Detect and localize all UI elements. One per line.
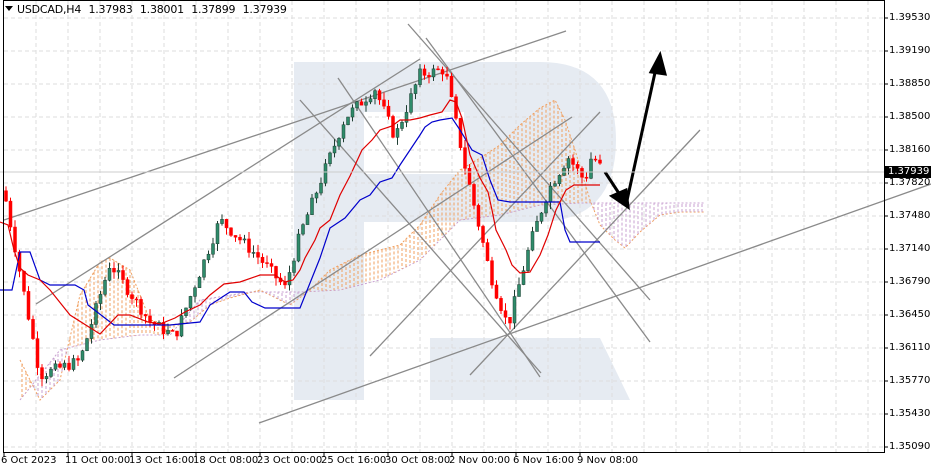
grid bbox=[4, 1, 884, 452]
price-label: 1.36450 bbox=[889, 309, 931, 320]
close-value: 1.37939 bbox=[242, 3, 287, 16]
tenkan-line bbox=[0, 99, 600, 335]
price-label: 1.37820 bbox=[889, 177, 931, 188]
price-label: 1.39190 bbox=[889, 45, 931, 56]
time-label: 6 Oct 2023 bbox=[1, 455, 57, 466]
current-price-tag: 1.37939 bbox=[885, 166, 931, 178]
triangle-down-icon[interactable] bbox=[5, 6, 13, 11]
price-label: 1.37140 bbox=[889, 243, 931, 254]
time-label: 6 Nov 16:00 bbox=[513, 455, 575, 466]
price-label: 1.39530 bbox=[889, 12, 931, 23]
price-label: 1.36110 bbox=[889, 342, 931, 353]
price-label: 1.38850 bbox=[889, 78, 931, 89]
time-label: 2 Nov 00:00 bbox=[449, 455, 511, 466]
price-label: 1.35770 bbox=[889, 375, 931, 386]
kijun-line bbox=[0, 117, 600, 326]
low-value: 1.37899 bbox=[191, 3, 236, 16]
time-label: 23 Oct 00:00 bbox=[257, 455, 323, 466]
symbol-label: USDCAD,H4 bbox=[17, 3, 82, 16]
time-label: 9 Nov 08:00 bbox=[577, 455, 639, 466]
time-label: 11 Oct 00:00 bbox=[65, 455, 131, 466]
price-label: 1.38500 bbox=[889, 111, 931, 122]
price-label: 1.35090 bbox=[889, 441, 931, 452]
open-value: 1.37983 bbox=[88, 3, 133, 16]
high-value: 1.38001 bbox=[139, 3, 184, 16]
price-label: 1.36790 bbox=[889, 276, 931, 287]
price-label: 1.37480 bbox=[889, 210, 931, 221]
trendlines bbox=[3, 23, 931, 424]
time-label: 13 Oct 16:00 bbox=[129, 455, 195, 466]
price-label: 1.35430 bbox=[889, 408, 931, 419]
chart-header: USDCAD,H4 1.37983 1.38001 1.37899 1.3793… bbox=[5, 3, 291, 16]
price-label: 1.38160 bbox=[889, 144, 931, 155]
time-label: 18 Oct 08:00 bbox=[193, 455, 259, 466]
plot-frame bbox=[3, 0, 885, 453]
forecast-arrow bbox=[603, 50, 668, 211]
time-label: 30 Oct 08:00 bbox=[385, 455, 451, 466]
time-label: 25 Oct 16:00 bbox=[321, 455, 387, 466]
